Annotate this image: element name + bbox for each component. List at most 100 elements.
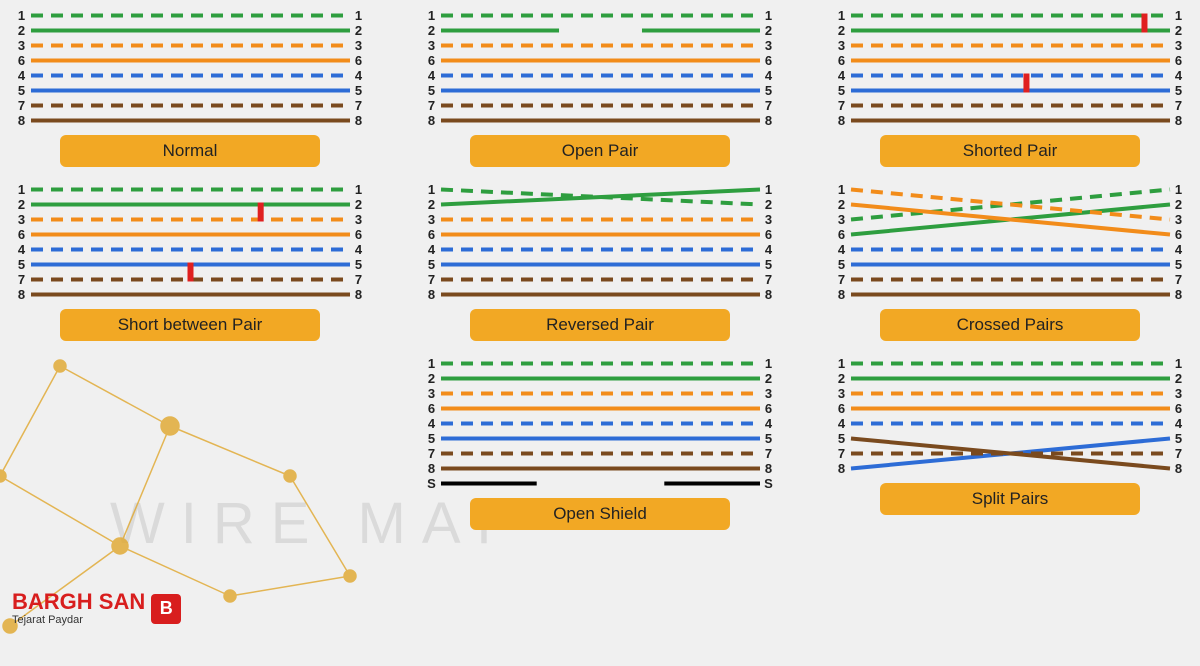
diagram-title-normal: Normal <box>60 135 320 167</box>
pin-right: 3 <box>760 38 778 53</box>
pin-left: 4 <box>833 416 851 431</box>
pin-left: 4 <box>13 242 31 257</box>
logo-brand: BARGH SAN <box>12 591 145 613</box>
pin-right: 3 <box>350 38 368 53</box>
diagram-title-reversed-pair: Reversed Pair <box>470 309 730 341</box>
diagram-open-shield: 1122336644557788SSOpen Shield <box>410 356 790 530</box>
pin-left: 3 <box>423 38 441 53</box>
brand-logo: BARGH SAN Tejarat Paydar B <box>12 591 181 626</box>
pin-left: 5 <box>423 431 441 446</box>
pin-right: 5 <box>1170 83 1188 98</box>
pin-left: 1 <box>833 356 851 371</box>
pin-left: 1 <box>423 8 441 23</box>
diagram-shorted-pair: 1122336644557788Shorted Pair <box>820 8 1200 167</box>
wires-svg <box>441 182 760 302</box>
pin-right: 5 <box>760 83 778 98</box>
wires-svg <box>31 182 350 302</box>
diagram-title-shorted-pair: Shorted Pair <box>880 135 1140 167</box>
pin-left: 7 <box>833 98 851 113</box>
pin-left: 8 <box>833 113 851 128</box>
pin-right: 8 <box>1170 113 1188 128</box>
short-marker <box>187 263 193 282</box>
pin-left: 5 <box>13 83 31 98</box>
pin-left: 4 <box>423 416 441 431</box>
pin-right: 2 <box>1170 197 1188 212</box>
logo-sub: Tejarat Paydar <box>12 615 145 626</box>
pin-left: 8 <box>423 461 441 476</box>
pin-right: 4 <box>1170 242 1188 257</box>
pin-left: 2 <box>833 197 851 212</box>
pin-left: 4 <box>423 242 441 257</box>
diagram-title-split-pairs: Split Pairs <box>880 483 1140 515</box>
pin-right: 4 <box>760 416 778 431</box>
pin-left: 3 <box>423 212 441 227</box>
pin-right: 8 <box>760 287 778 302</box>
pin-left: 8 <box>423 287 441 302</box>
pin-left: 5 <box>833 431 851 446</box>
diagram-short-between-pair: 1122336644557788Short between Pair <box>0 182 380 341</box>
diagram-grid: 1122336644557788Normal1122336644557788Op… <box>0 0 1200 530</box>
pin-left: 1 <box>833 8 851 23</box>
pin-right: 7 <box>1170 446 1188 461</box>
diagram-reversed-pair: 1122336644557788Reversed Pair <box>410 182 790 341</box>
pin-right: 2 <box>350 197 368 212</box>
wires-svg <box>851 182 1170 302</box>
short-marker <box>1023 74 1029 93</box>
pin-left: 1 <box>833 182 851 197</box>
pin-right: 6 <box>760 227 778 242</box>
pin-left: 1 <box>423 182 441 197</box>
pin-left: 4 <box>833 242 851 257</box>
pin-right: 1 <box>760 8 778 23</box>
pin-right: 6 <box>760 401 778 416</box>
pin-left: 7 <box>833 272 851 287</box>
pin-right: 8 <box>760 461 778 476</box>
pin-left: 3 <box>833 386 851 401</box>
pin-left: 1 <box>423 356 441 371</box>
pin-left: 5 <box>13 257 31 272</box>
diagram-crossed-pairs: 1122336644557788Crossed Pairs <box>820 182 1200 341</box>
pin-right: 6 <box>760 53 778 68</box>
pin-left: 5 <box>423 257 441 272</box>
pin-left: 2 <box>13 23 31 38</box>
pin-right: 1 <box>760 356 778 371</box>
pin-right: 5 <box>350 83 368 98</box>
pin-left: 4 <box>423 68 441 83</box>
wires-svg <box>851 8 1170 128</box>
pin-right: 4 <box>760 242 778 257</box>
pin-right: S <box>760 476 778 491</box>
wires-svg <box>851 356 1170 476</box>
pin-right: 3 <box>1170 38 1188 53</box>
diagram-normal: 1122336644557788Normal <box>0 8 380 167</box>
pin-left: 8 <box>13 113 31 128</box>
logo-mark-icon: B <box>151 594 181 624</box>
diagram-open-pair: 1122336644557788Open Pair <box>410 8 790 167</box>
pin-right: 1 <box>1170 8 1188 23</box>
pin-right: 8 <box>350 287 368 302</box>
pin-right: 3 <box>1170 386 1188 401</box>
pin-left: 1 <box>13 8 31 23</box>
pin-right: 4 <box>350 68 368 83</box>
pin-right: 8 <box>760 113 778 128</box>
wires-reversed-pair: 1122336644557788 <box>423 182 778 302</box>
pin-left: 7 <box>423 446 441 461</box>
pin-right: 6 <box>350 227 368 242</box>
pin-right: 5 <box>1170 431 1188 446</box>
pin-right: 7 <box>350 98 368 113</box>
diagram-split-pairs: 1122336644557788Split Pairs <box>820 356 1200 530</box>
pin-right: 5 <box>760 257 778 272</box>
pin-left: 7 <box>13 272 31 287</box>
pin-left: 7 <box>13 98 31 113</box>
pin-right: 7 <box>1170 272 1188 287</box>
pin-left: 7 <box>423 272 441 287</box>
pin-left: 5 <box>833 257 851 272</box>
wires-open-shield: 1122336644557788SS <box>423 356 778 491</box>
pin-right: 6 <box>1170 53 1188 68</box>
pin-right: 5 <box>1170 257 1188 272</box>
pin-right: 4 <box>1170 416 1188 431</box>
pin-left: 6 <box>423 227 441 242</box>
pin-right: 3 <box>760 386 778 401</box>
pin-left: 6 <box>13 53 31 68</box>
pin-right: 4 <box>1170 68 1188 83</box>
diagram-title-open-shield: Open Shield <box>470 498 730 530</box>
pin-left: 5 <box>833 83 851 98</box>
